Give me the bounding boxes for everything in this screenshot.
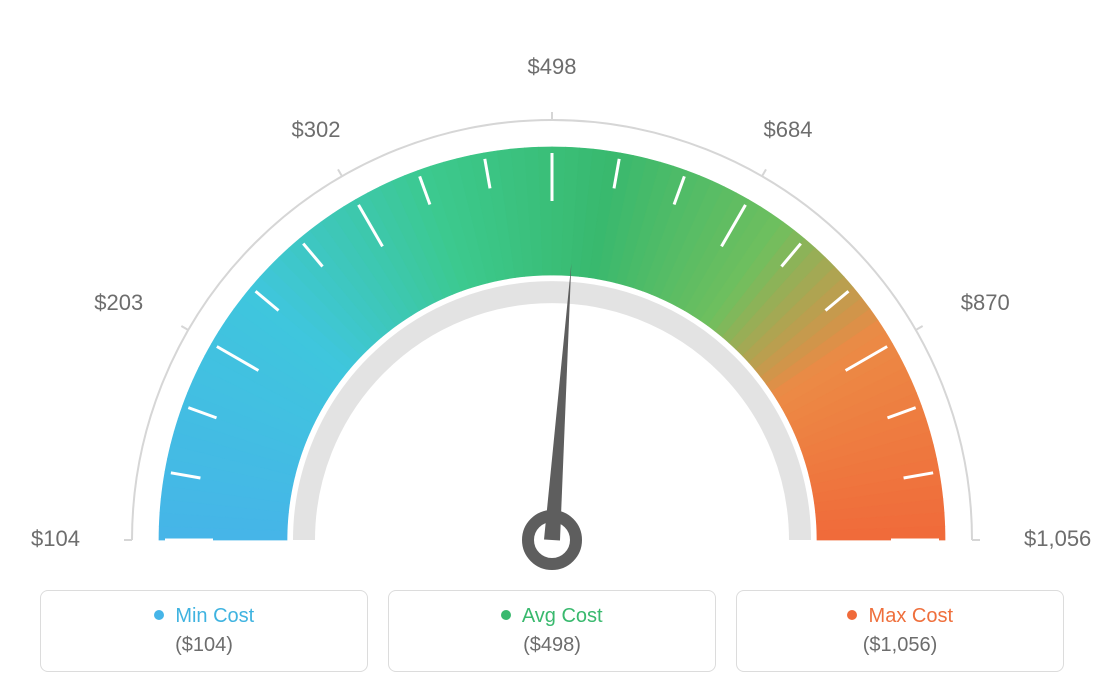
legend-row: Min Cost ($104) Avg Cost ($498) Max Cost… xyxy=(40,590,1064,672)
gauge-tick-label: $104 xyxy=(31,526,80,551)
gauge-tick-label: $1,056 xyxy=(1024,526,1091,551)
gauge-tick-label: $203 xyxy=(94,290,143,315)
gauge-tick-label: $684 xyxy=(764,117,813,142)
gauge-tick-label: $498 xyxy=(528,54,577,79)
gauge-tick-label: $870 xyxy=(961,290,1010,315)
legend-label: Min Cost xyxy=(175,605,254,627)
dot-icon xyxy=(847,610,857,620)
legend-value-avg: ($498) xyxy=(399,634,705,657)
legend-card-avg: Avg Cost ($498) xyxy=(388,590,716,672)
legend-card-max: Max Cost ($1,056) xyxy=(736,590,1064,672)
dot-icon xyxy=(154,610,164,620)
chart-wrap: $104 $203 $302 $498 $684 $870 $1,056 Min Cost … xyxy=(0,0,1104,690)
legend-card-min: Min Cost ($104) xyxy=(40,590,368,672)
legend-title-avg: Avg Cost xyxy=(399,605,705,628)
legend-label: Avg Cost xyxy=(522,605,603,627)
legend-value-min: ($104) xyxy=(51,634,357,657)
legend-title-max: Max Cost xyxy=(747,605,1053,628)
dot-icon xyxy=(501,610,511,620)
gauge-tick-label: $302 xyxy=(292,117,341,142)
gauge-chart: $104 $203 $302 $498 $684 $870 $1,056 xyxy=(0,0,1104,580)
gauge-needle xyxy=(544,264,571,541)
legend-value-max: ($1,056) xyxy=(747,634,1053,657)
legend-title-min: Min Cost xyxy=(51,605,357,628)
legend-label: Max Cost xyxy=(869,605,953,627)
